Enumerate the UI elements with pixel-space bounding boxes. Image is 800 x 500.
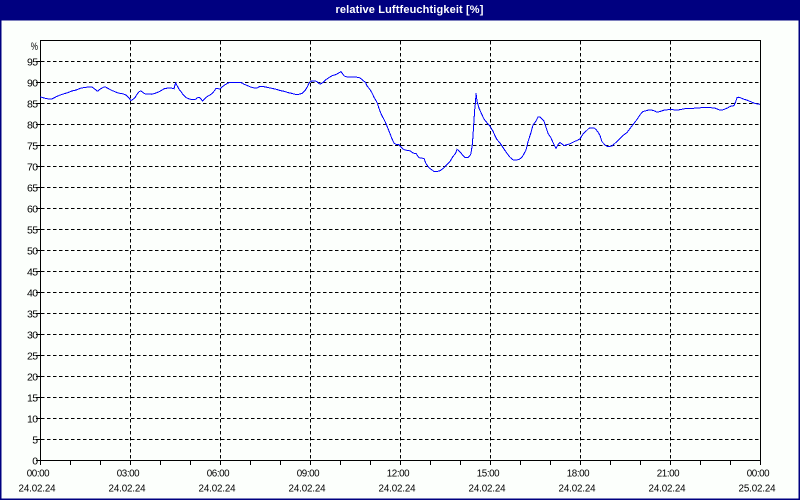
- svg-text:06:00: 06:00: [207, 468, 230, 479]
- svg-text:18:00: 18:00: [567, 468, 590, 479]
- svg-text:24.02.24: 24.02.24: [109, 484, 147, 495]
- svg-text:25: 25: [27, 351, 38, 363]
- svg-text:0: 0: [32, 456, 38, 468]
- svg-text:85: 85: [27, 99, 38, 111]
- svg-text:30: 30: [27, 330, 38, 342]
- svg-text:24.02.24: 24.02.24: [379, 484, 417, 495]
- svg-text:24.02.24: 24.02.24: [199, 484, 237, 495]
- svg-text:5: 5: [32, 435, 38, 447]
- svg-text:90: 90: [27, 78, 38, 90]
- svg-text:25.02.24: 25.02.24: [739, 484, 777, 495]
- svg-text:21:00: 21:00: [657, 468, 680, 479]
- svg-text:75: 75: [27, 141, 38, 153]
- svg-text:35: 35: [27, 309, 38, 321]
- svg-text:%: %: [31, 41, 38, 53]
- svg-text:24.02.24: 24.02.24: [469, 484, 507, 495]
- svg-text:24.02.24: 24.02.24: [649, 484, 687, 495]
- svg-text:09:00: 09:00: [297, 468, 320, 479]
- svg-text:20: 20: [27, 372, 38, 384]
- svg-text:relative Luftfeuchtigkeit [%]: relative Luftfeuchtigkeit [%]: [335, 4, 483, 16]
- svg-text:40: 40: [27, 288, 38, 300]
- svg-text:10: 10: [27, 414, 38, 426]
- svg-text:70: 70: [27, 162, 38, 174]
- svg-text:24.02.24: 24.02.24: [559, 484, 597, 495]
- svg-text:60: 60: [27, 204, 38, 216]
- svg-text:24.02.24: 24.02.24: [19, 484, 57, 495]
- svg-text:80: 80: [27, 120, 38, 132]
- svg-text:95: 95: [27, 57, 38, 69]
- svg-text:24.02.24: 24.02.24: [289, 484, 327, 495]
- svg-text:55: 55: [27, 225, 38, 237]
- svg-text:50: 50: [27, 246, 38, 258]
- svg-text:00:00: 00:00: [747, 468, 770, 479]
- svg-text:00:00: 00:00: [27, 468, 50, 479]
- svg-text:45: 45: [27, 267, 38, 279]
- svg-text:12:00: 12:00: [387, 468, 410, 479]
- svg-text:15:00: 15:00: [477, 468, 500, 479]
- svg-text:15: 15: [27, 393, 38, 405]
- svg-text:65: 65: [27, 183, 38, 195]
- svg-text:03:00: 03:00: [117, 468, 140, 479]
